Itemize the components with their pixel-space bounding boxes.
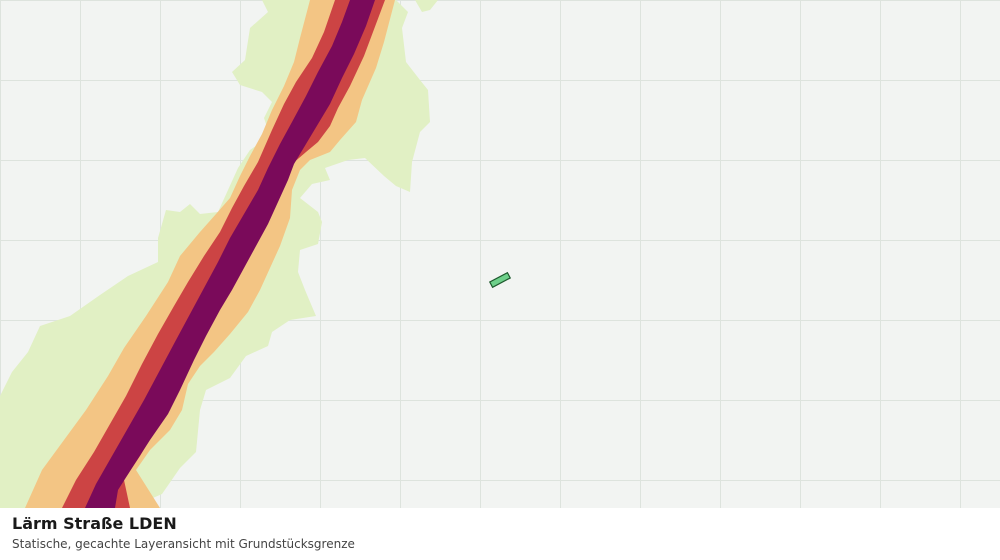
noise-layer <box>0 0 438 508</box>
parcel-boundary[interactable] <box>488 271 512 289</box>
noise-zone-low-patch <box>415 0 438 12</box>
map-view[interactable] <box>0 0 1000 508</box>
footer: Lärm Straße LDEN Statische, gecachte Lay… <box>0 508 1000 560</box>
layer-subtitle: Statische, gecachte Layeransicht mit Gru… <box>12 537 355 551</box>
layer-title: Lärm Straße LDEN <box>12 514 177 533</box>
noise-zone-very-high <box>85 0 375 508</box>
parcel[interactable] <box>488 271 512 289</box>
grid <box>0 0 1000 508</box>
